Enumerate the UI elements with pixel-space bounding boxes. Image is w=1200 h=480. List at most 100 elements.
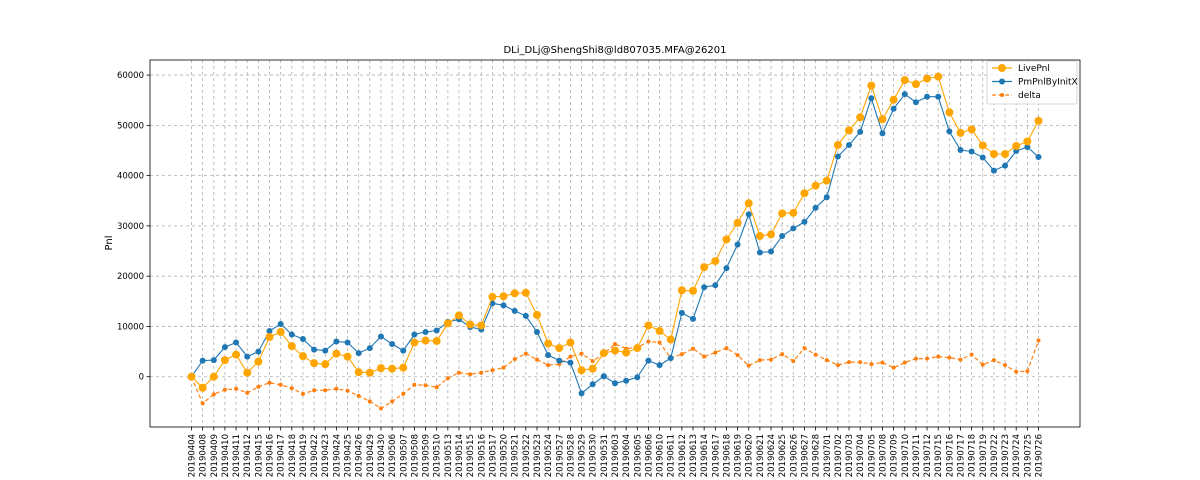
data-point (556, 357, 563, 364)
x-tick-label: 20190527 (555, 434, 565, 477)
data-point (679, 352, 684, 357)
data-point (468, 372, 473, 377)
data-point (466, 320, 475, 329)
data-point (589, 381, 596, 388)
data-point (321, 360, 330, 369)
x-tick-label: 20190603 (611, 434, 621, 477)
x-tick-label: 20190404 (188, 434, 198, 477)
data-point (266, 327, 273, 334)
x-tick-label: 20190522 (522, 434, 532, 477)
x-axis-ticks: 20190404 20190408 20190409 20190410 20190411… (188, 427, 1045, 477)
x-tick-label: 20190423 (321, 434, 331, 477)
data-point (779, 232, 786, 239)
data-point (833, 140, 842, 149)
legend-entry: PmPnlByInitX (992, 78, 1078, 88)
data-point (667, 355, 674, 362)
data-point (858, 360, 863, 365)
x-tick-label: 20190719 (979, 434, 989, 477)
data-point (733, 218, 742, 227)
data-point (891, 365, 896, 370)
x-tick-label: 20190715 (934, 434, 944, 477)
x-tick-label: 20190429 (366, 434, 376, 477)
data-point (389, 341, 396, 348)
data-point (198, 383, 207, 392)
data-point (276, 327, 285, 336)
data-point (211, 392, 216, 397)
data-point (401, 391, 406, 396)
data-point (277, 320, 284, 327)
data-point (924, 93, 931, 100)
x-tick-label: 20190711 (912, 434, 922, 477)
data-point (399, 363, 408, 372)
x-tick-label: 20190723 (1001, 434, 1011, 477)
data-point (599, 349, 608, 358)
data-point (678, 309, 685, 316)
data-point (534, 357, 539, 362)
grid (150, 60, 1080, 427)
x-tick-label: 20190520 (500, 434, 510, 477)
data-point (969, 352, 974, 357)
data-point (656, 362, 663, 369)
data-point (822, 176, 831, 185)
data-point (990, 167, 997, 174)
data-point (568, 354, 573, 359)
x-tick-label: 20190521 (511, 434, 521, 477)
data-point (846, 141, 853, 148)
data-point (778, 209, 787, 218)
data-point (946, 128, 953, 135)
data-point (889, 95, 898, 104)
data-point (666, 335, 675, 344)
legend: LivePnl PmPnlByInitX delta (986, 60, 1078, 105)
x-tick-label: 20190524 (544, 434, 554, 477)
data-point (511, 307, 518, 314)
data-point (533, 328, 540, 335)
data-point (902, 360, 907, 365)
data-point (488, 292, 497, 301)
x-tick-label: 20190425 (344, 434, 354, 477)
data-point (590, 359, 595, 364)
data-point (278, 382, 283, 387)
data-point (1024, 143, 1031, 150)
x-tick-label: 20190510 (433, 434, 443, 477)
data-point (912, 99, 919, 106)
data-point (199, 357, 206, 364)
y-tick-label: 60000 (117, 71, 144, 81)
data-point (434, 385, 439, 390)
x-tick-label: 20190718 (968, 434, 978, 477)
x-tick-label: 20190610 (656, 434, 666, 477)
data-point (433, 327, 440, 334)
data-point (545, 352, 552, 359)
x-tick-label: 20190418 (288, 434, 298, 477)
data-point (577, 366, 586, 375)
x-tick-label: 20190408 (199, 434, 209, 477)
data-point (445, 376, 450, 381)
data-point (767, 230, 776, 239)
x-tick-label: 20190702 (834, 434, 844, 477)
x-tick-label: 20190717 (956, 434, 966, 477)
data-point (745, 211, 752, 218)
legend-entry: LivePnl (992, 64, 1050, 74)
x-tick-label: 20190606 (644, 434, 654, 477)
data-point (802, 346, 807, 351)
data-point (366, 345, 373, 352)
data-point (967, 125, 976, 134)
x-tick-label: 20190514 (455, 434, 465, 477)
data-point (813, 352, 818, 357)
x-tick-label: 20190507 (399, 434, 409, 477)
data-point (622, 348, 631, 357)
data-point (868, 95, 875, 102)
x-tick-label: 20190628 (812, 434, 822, 477)
data-point (298, 352, 307, 361)
data-point (890, 105, 897, 112)
data-point (343, 352, 352, 361)
data-point (790, 225, 797, 232)
data-point (869, 362, 874, 367)
data-point (711, 257, 720, 266)
data-point (957, 146, 964, 153)
x-tick-label: 20190726 (1035, 434, 1045, 477)
data-point (611, 346, 619, 355)
x-tick-label: 20190409 (210, 434, 220, 477)
x-tick-label: 20190430 (377, 434, 387, 477)
data-point (1023, 137, 1032, 146)
data-point (499, 292, 508, 301)
